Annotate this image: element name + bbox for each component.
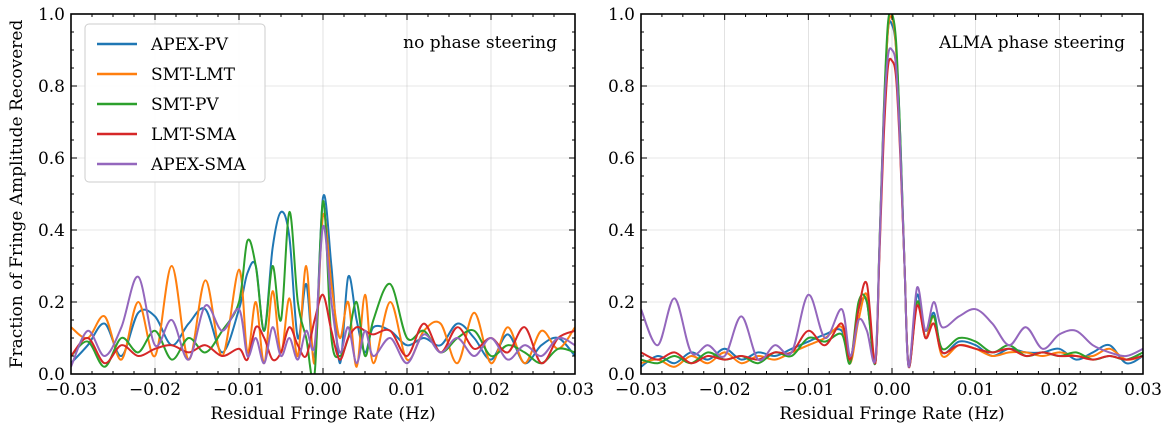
x-tick-label: 0.03 bbox=[1124, 380, 1162, 400]
y-axis-label: Fraction of Fringe Amplitude Recovered bbox=[7, 20, 27, 369]
x-tick-label: 0.01 bbox=[388, 380, 426, 400]
legend-box bbox=[84, 23, 266, 183]
x-tick-label: −0.02 bbox=[699, 380, 751, 400]
x-tick-label: 0.00 bbox=[873, 380, 911, 400]
series-line-smt-lmt bbox=[71, 212, 575, 368]
y-tick-label: 1.0 bbox=[38, 5, 65, 25]
series-line-apex-sma bbox=[641, 47, 1143, 368]
x-tick-label: 0.00 bbox=[304, 380, 342, 400]
x-tick-label: 0.02 bbox=[1040, 380, 1078, 400]
y-tick-label: 0.4 bbox=[608, 221, 635, 241]
x-axis-label: Residual Fringe Rate (Hz) bbox=[210, 404, 435, 424]
x-tick-label: −0.03 bbox=[45, 380, 97, 400]
y-tick-label: 0.6 bbox=[608, 149, 635, 169]
x-tick-label: −0.02 bbox=[129, 380, 181, 400]
plot-frame bbox=[70, 13, 576, 375]
x-tick-label: −0.01 bbox=[782, 380, 834, 400]
y-tick-label: 0.0 bbox=[38, 365, 65, 385]
legend-label: SMT-LMT bbox=[151, 65, 236, 85]
series-line-lmt-sma bbox=[71, 293, 575, 365]
legend-label: LMT-SMA bbox=[151, 125, 237, 145]
y-tick-label: 1.0 bbox=[608, 5, 635, 25]
legend-label: SMT-PV bbox=[151, 95, 219, 115]
series-line-apex-sma bbox=[71, 225, 575, 368]
panel-annotation: no phase steering bbox=[403, 33, 557, 53]
x-tick-label: −0.01 bbox=[213, 380, 265, 400]
y-tick-label: 0.8 bbox=[608, 77, 635, 97]
legend-label: APEX-SMA bbox=[150, 155, 246, 175]
y-tick-label: 0.2 bbox=[608, 293, 635, 313]
y-tick-label: 0.6 bbox=[38, 149, 65, 169]
x-axis-label: Residual Fringe Rate (Hz) bbox=[779, 404, 1004, 424]
plot-frame bbox=[640, 13, 1144, 375]
legend-label: APEX-PV bbox=[150, 35, 229, 55]
y-tick-label: 0.2 bbox=[38, 293, 65, 313]
x-tick-label: 0.03 bbox=[556, 380, 594, 400]
x-tick-label: 0.01 bbox=[957, 380, 995, 400]
x-tick-label: 0.02 bbox=[472, 380, 510, 400]
left-panel: −0.03 −0.02 −0.01 0.00 0.01 0.02 0.03 0.0 0.2 0.4… bbox=[7, 5, 594, 424]
y-tick-label: 0.8 bbox=[38, 77, 65, 97]
right-panel: −0.03 −0.02 −0.01 0.00 0.01 0.02 0.03 0.0 0.2 0.4… bbox=[608, 5, 1162, 424]
y-tick-label: 0.0 bbox=[608, 365, 635, 385]
series-group bbox=[641, 14, 1143, 368]
x-tick-label: −0.03 bbox=[615, 380, 667, 400]
panel-annotation: ALMA phase steering bbox=[938, 33, 1125, 53]
y-tick-label: 0.4 bbox=[38, 221, 65, 241]
